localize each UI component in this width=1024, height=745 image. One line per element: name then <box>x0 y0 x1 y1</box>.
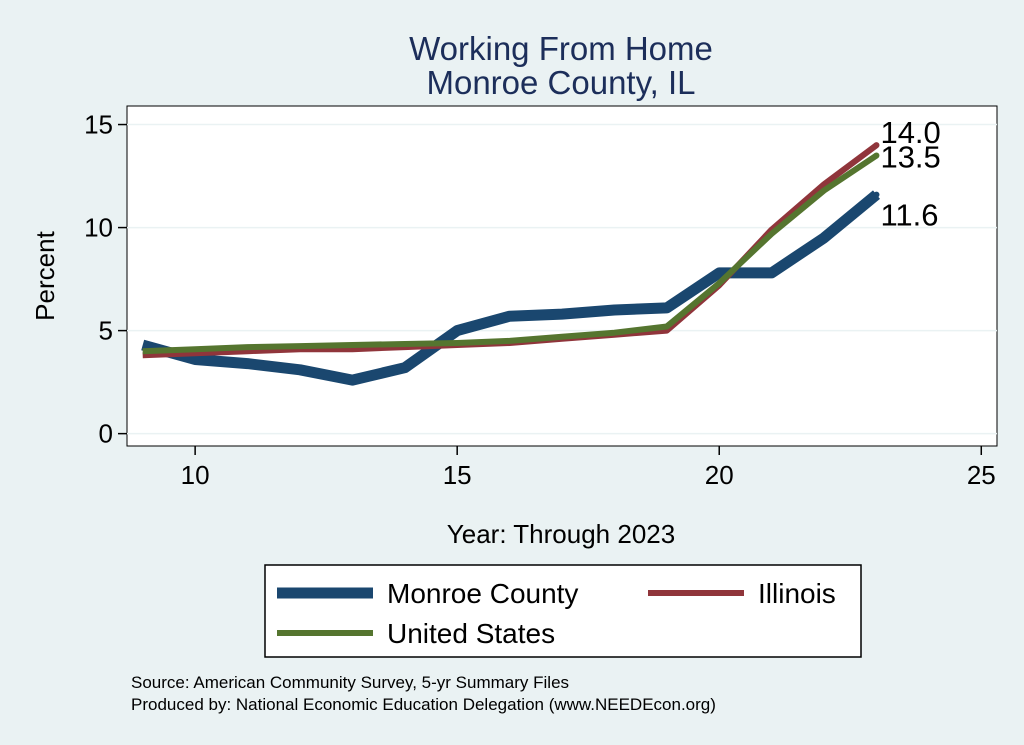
x-tick-label: 25 <box>967 460 996 490</box>
x-tick-label: 15 <box>443 460 472 490</box>
legend-label-united-states: United States <box>387 618 555 649</box>
series-end-marker-united-states <box>873 152 880 159</box>
axes: 0 5 10 15 10 15 20 25 <box>84 110 996 490</box>
legend: Monroe County Illinois United States <box>264 564 862 658</box>
chart-title-line-2: Monroe County, IL <box>426 64 695 101</box>
legend-label-illinois: Illinois <box>758 578 836 609</box>
x-axis-title: Year: Through 2023 <box>447 519 675 549</box>
y-tick-label: 10 <box>84 213 113 243</box>
producer-note: Produced by: National Economic Education… <box>131 695 716 714</box>
y-tick-label: 0 <box>99 419 113 449</box>
series-layer <box>141 142 880 386</box>
series-end-marker-monroe-county <box>873 191 880 198</box>
legend-box <box>264 564 862 658</box>
series-line-monroe-county <box>141 190 880 386</box>
end-label-illinois: 14.0 <box>880 115 940 150</box>
y-tick-label: 15 <box>84 110 113 140</box>
x-tick-label: 20 <box>705 460 734 490</box>
end-label-monroe-county: 11.6 <box>880 198 938 233</box>
x-tick-label: 10 <box>181 460 210 490</box>
series-line-united-states <box>142 153 879 355</box>
gridlines <box>127 123 997 435</box>
series-end-marker-illinois <box>873 142 880 149</box>
end-label-united-states: 13.5 <box>880 139 940 174</box>
end-labels: 11.6 14.013.5 <box>880 115 940 232</box>
source-note: Source: American Community Survey, 5-yr … <box>131 673 569 692</box>
chart-title-line-1: Working From Home <box>409 30 713 67</box>
legend-label-monroe-county: Monroe County <box>387 578 578 609</box>
y-axis-title: Percent <box>30 230 60 320</box>
y-tick-label: 5 <box>99 316 113 346</box>
plot-area <box>126 105 998 447</box>
